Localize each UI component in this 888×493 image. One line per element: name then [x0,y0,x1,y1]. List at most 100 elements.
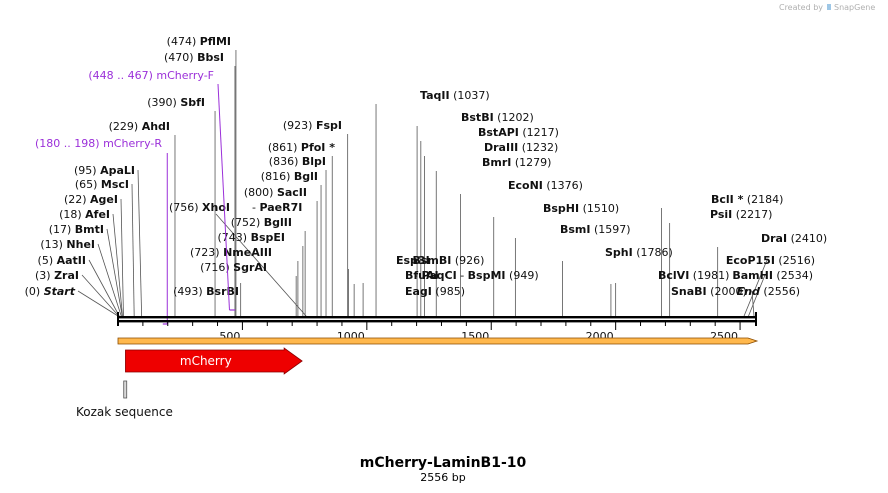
orf-arrow[interactable] [117,337,759,345]
site-label-msci[interactable]: (65) MscI [75,178,129,191]
site-position: (390) [147,96,180,109]
primer-label-mcherry-r[interactable]: (180 .. 198) mCherry-R [35,137,162,150]
site-name: AatII [57,254,86,267]
site-position: (949) [506,269,539,282]
site-label-psii[interactable]: PsiI (2217) [710,208,772,221]
site-label-start[interactable]: (0) Start [25,285,76,298]
site-label-bmti[interactable]: (17) BmtI [49,223,104,236]
site-position: (17) [49,223,75,236]
site-label-zrai[interactable]: (3) ZraI [35,269,79,282]
site-position: (723) [190,246,223,259]
site-name: End [737,285,760,298]
site-position: (1981) [689,269,729,282]
site-name: SphI [605,246,633,259]
site-label-sgrai[interactable]: (716) SgrAI [200,261,267,274]
site-label-eagi[interactable]: EagI (985) [405,285,465,298]
backbone-top-strand [118,316,756,319]
site-name: SnaBI [671,285,707,298]
features: mCherry Kozak sequence [76,347,303,419]
site-label-esp3i[interactable]: Esp3I [396,254,430,267]
site-label-xhoi[interactable]: (756) XhoI [169,201,230,214]
site-name: NmeAIII [223,246,272,259]
site-label-bcli[interactable]: BclI * (2184) [711,193,783,206]
site-extra-bsmbi[interactable]: - BsmBI (926) [405,254,484,267]
mcherry-label: mCherry [180,354,232,368]
site-name: XhoI [202,201,230,214]
site-label-sbfi[interactable]: (390) SbfI [147,96,205,109]
site-position: (2184) [743,193,783,206]
site-label-drai[interactable]: DraI (2410) [761,232,827,245]
site-label-end[interactable]: End (2556) [737,285,800,298]
site-label-bclvi[interactable]: BclVI (1981) [658,269,729,282]
site-position: (1202) [494,111,534,124]
leader-aatii [88,259,120,317]
site-label-pfoi[interactable]: (861) PfoI * [268,141,335,154]
site-label-bsphi[interactable]: BspHI (1510) [543,202,619,215]
feature-mcherry[interactable]: mCherry [125,347,303,375]
site-label-bstapi[interactable]: BstAPI (1217) [478,126,559,139]
site-extra-paqci[interactable]: - PaqCI - BspMI (949) [414,269,539,282]
site-name: BclI * [711,193,744,206]
site-label-agei[interactable]: (22) AgeI [64,193,118,206]
site-label-afei[interactable]: (18) AfeI [59,208,110,221]
site-label-bgli[interactable]: (816) BglI [261,170,318,183]
dash: - [414,269,421,282]
mcherry-arrow[interactable] [125,347,303,375]
site-name: BbsI [197,51,224,64]
site-name: PflMI [200,35,231,48]
site-label-ecop15i[interactable]: EcoP15I (2516) [726,254,815,267]
site-label-blpi[interactable]: (836) BlpI [269,155,326,168]
site-label-taqii[interactable]: TaqII (1037) [420,89,490,102]
site-name: AgeI [90,193,118,206]
site-label-nhei[interactable]: (13) NheI [40,238,95,251]
snapgene-logo-icon [827,4,831,10]
site-label-aatii[interactable]: (5) AatII [38,254,86,267]
site-label-bbsi[interactable]: (470) BbsI [164,51,224,64]
site-name: SacII [277,186,307,199]
site-label-sacii[interactable]: (800) SacII [244,186,307,199]
site-name: BclVI [658,269,689,282]
site-position: (2410) [787,232,827,245]
site-label-draiii[interactable]: DraIII (1232) [484,141,558,154]
site-label-bfuai[interactable]: BfuAI [405,269,439,282]
site-label-bglii[interactable]: (752) BglII [231,216,292,229]
site-label-bmri[interactable]: BmrI (1279) [482,156,551,169]
site-label-bstbi[interactable]: BstBI (1202) [461,111,534,124]
orf-arrow-shape[interactable] [117,337,759,345]
leader-nhei [97,243,122,317]
site-label-ahdi[interactable]: (229) AhdI [109,120,170,133]
site-name: Esp3I [396,254,430,267]
site-name: BmrI [482,156,511,169]
feature-kozak[interactable]: Kozak sequence [76,380,173,419]
site-label-bsmi[interactable]: BsmI (1597) [560,223,631,236]
site-name: BfuAI [405,269,439,282]
site-label-snabi[interactable]: SnaBI (2000) [671,285,747,298]
site-position: (743) [218,231,251,244]
primer-label-mcherry-f[interactable]: (448 .. 467) mCherry-F [88,69,214,82]
kozak-box[interactable] [123,380,128,399]
site-leader-lines [77,50,768,317]
site-extra-paer7i[interactable]: - PaeR7I [252,201,302,214]
site-label-bspei[interactable]: (743) BspEI [218,231,286,244]
site-label-sphi[interactable]: SphI (1786) [605,246,673,259]
site-name: BglI [294,170,318,183]
site-label-fspi[interactable]: (923) FspI [283,119,342,132]
site-position: (5) [38,254,57,267]
site-name: PaeR7I [259,201,302,214]
site-label-econi[interactable]: EcoNI (1376) [508,179,583,192]
site-label-bsrbi[interactable]: (493) BsrBI [173,285,239,298]
site-label-nmeaiii[interactable]: (723) NmeAIII [190,246,272,259]
site-position: (1279) [511,156,551,169]
site-label-apali[interactable]: (95) ApaLI [74,164,135,177]
site-name: BglII [264,216,292,229]
site-position: (800) [244,186,277,199]
site-label-pflmi[interactable]: (474) PflMI [167,35,231,48]
site-position: (836) [269,155,302,168]
site-position: (1597) [591,223,631,236]
site-name: ApaLI [100,164,135,177]
kozak-label: Kozak sequence [76,405,173,419]
leader-apali [137,169,143,317]
site-label-bamhi[interactable]: BamHI (2534) [732,269,813,282]
site-name: MscI [101,178,129,191]
site-labels: (0) Start (3) ZraI (5) AatII (13) NheI (17) … [25,35,828,298]
